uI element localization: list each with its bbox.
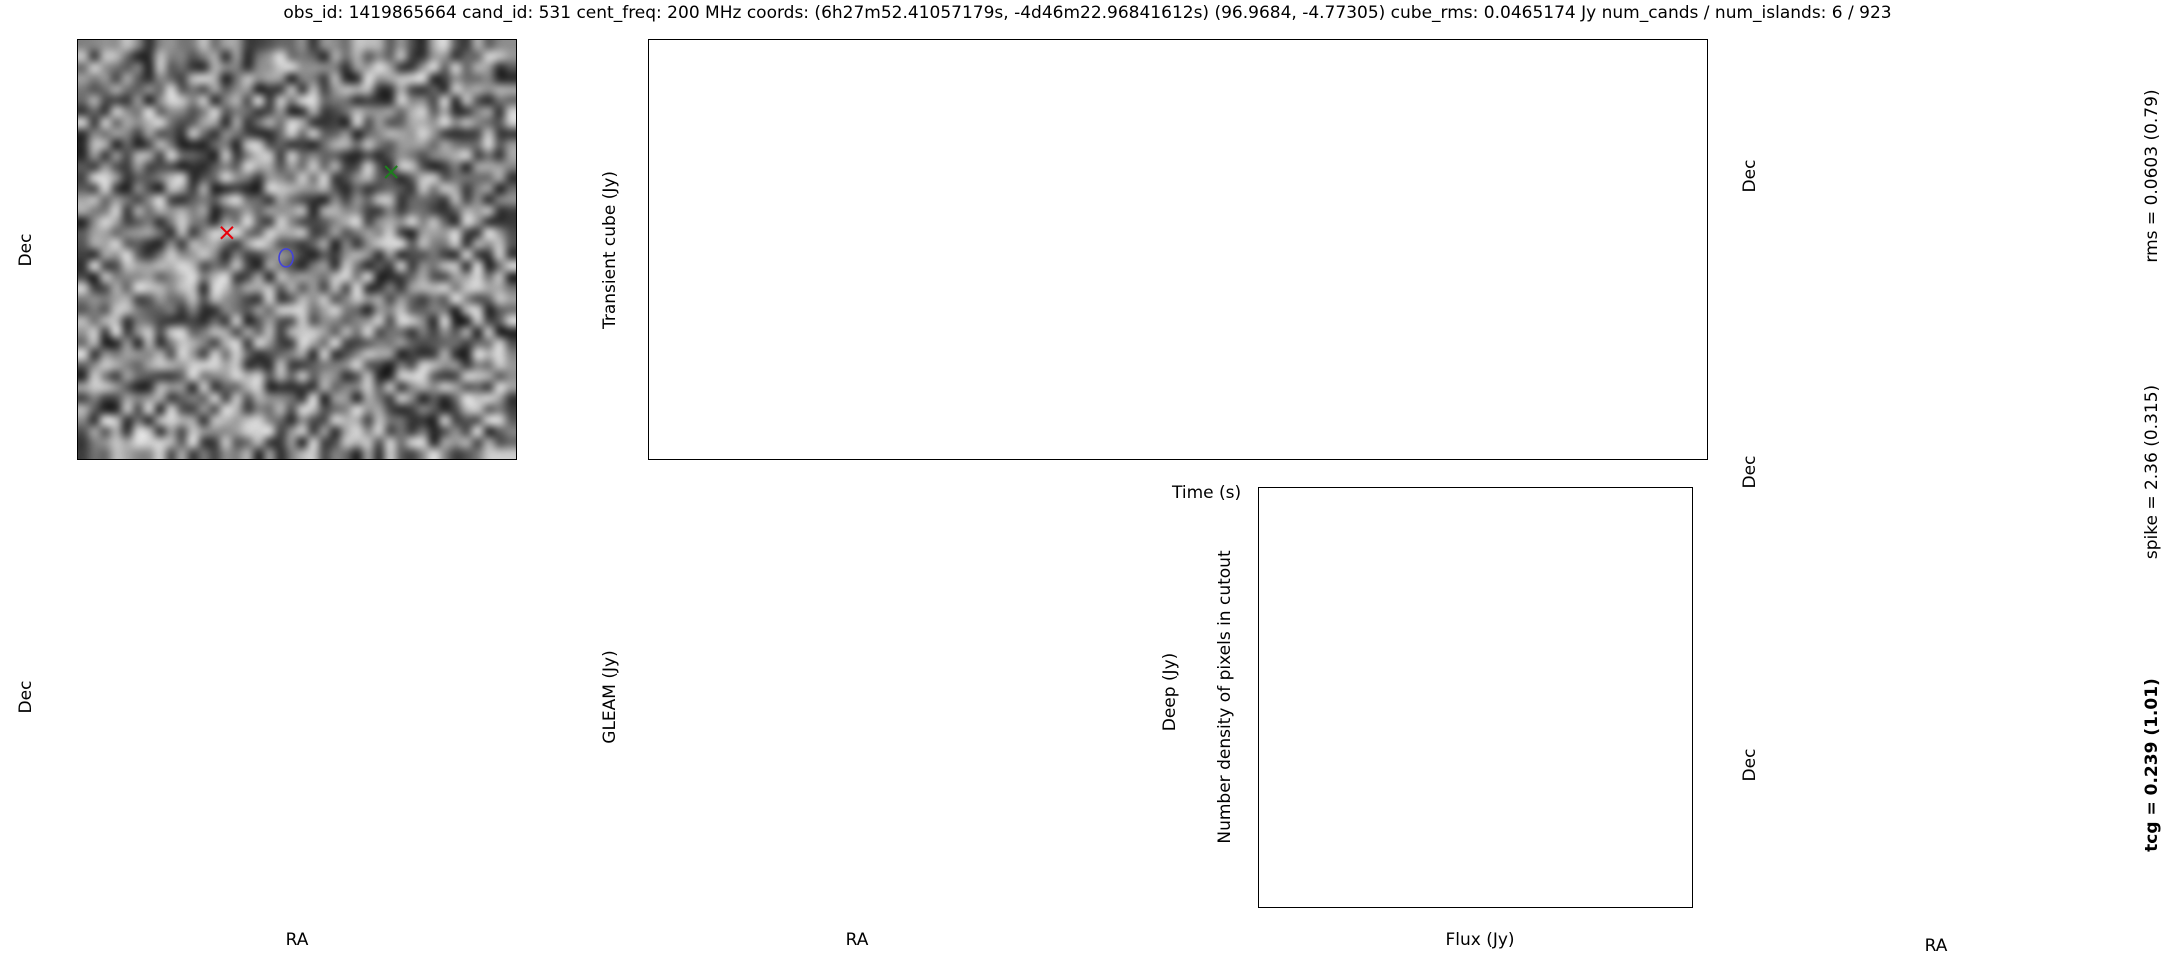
colorbar-label-transient: Transient cube (Jy) xyxy=(600,170,620,330)
flux-histogram-panel xyxy=(1258,487,1693,908)
colorbar-label-tcg: tcg = 0.239 (1.01) xyxy=(2142,678,2162,852)
ra-axis-label-deep: RA xyxy=(845,930,869,950)
time-axis-label: Time (s) xyxy=(1172,483,1242,503)
dec-axis-label-spike: Dec xyxy=(1740,455,1760,489)
dec-axis-label-transient: Dec xyxy=(16,233,36,267)
colorbar-label-deep: Deep (Jy) xyxy=(1160,652,1180,732)
dec-axis-label-rms: Dec xyxy=(1740,159,1760,193)
transient-noise-map xyxy=(78,40,516,459)
ra-axis-label-tcg: RA xyxy=(1924,936,1948,956)
transient-cutout-image xyxy=(77,39,517,460)
colorbar-label-rms: rms = 0.0603 (0.79) xyxy=(2142,89,2162,263)
axis-tick xyxy=(0,28,1,32)
colorbar-label-gleam: GLEAM (Jy) xyxy=(600,650,620,744)
dec-axis-label-gleam: Dec xyxy=(16,680,36,714)
ra-axis-label-gleam: RA xyxy=(285,930,309,950)
dec-axis-label-tcg: Dec xyxy=(1740,748,1760,782)
figure-title: obs_id: 1419865664 cand_id: 531 cent_fre… xyxy=(283,3,1892,23)
colorbar-label-spike: spike = 2.36 (0.315) xyxy=(2142,384,2162,560)
hist-y-axis-label: Number density of pixels in cutout xyxy=(1215,550,1235,844)
flux-axis-label: Flux (Jy) xyxy=(1445,930,1515,950)
lightcurve-panel xyxy=(648,39,1708,460)
transient-markers-overlay xyxy=(220,165,398,268)
